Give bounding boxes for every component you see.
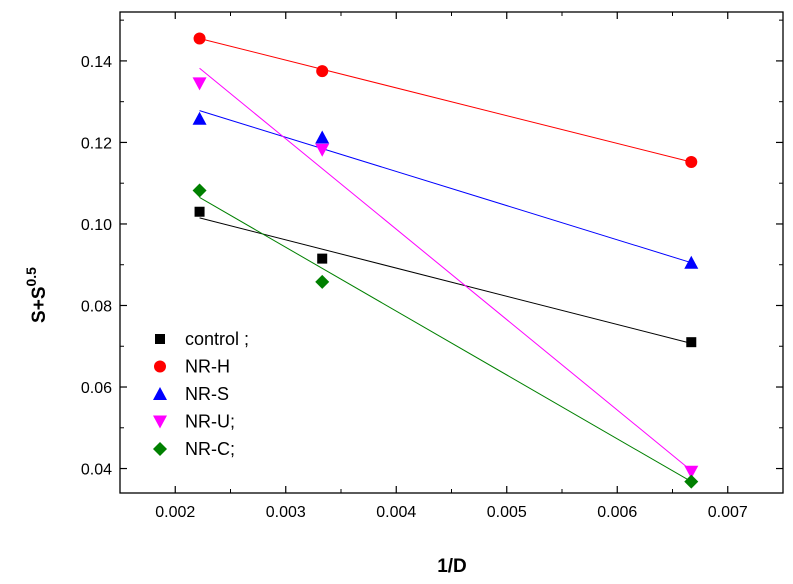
x-tick-label: 0.002 bbox=[155, 504, 195, 521]
legend-marker bbox=[155, 334, 165, 344]
y-tick-label: 0.06 bbox=[81, 380, 112, 397]
x-tick-label: 0.004 bbox=[376, 504, 416, 521]
legend-item: NR-S bbox=[153, 384, 229, 404]
data-point-control bbox=[317, 253, 328, 264]
data-point-nr-c bbox=[192, 183, 207, 198]
legend-item: NR-C; bbox=[153, 439, 235, 459]
legend-item: control ; bbox=[155, 329, 249, 349]
y-axis-title-exponent: 0.5 bbox=[23, 267, 39, 287]
y-axis-title-base: S+S bbox=[29, 287, 50, 323]
data-point-nr-h bbox=[685, 156, 698, 169]
data-point-nr-u bbox=[684, 465, 699, 479]
y-tick-label: 0.04 bbox=[81, 462, 112, 479]
legend-marker bbox=[153, 415, 167, 429]
data-markers bbox=[192, 32, 699, 489]
legend-marker bbox=[153, 442, 167, 456]
axis-ticks: 0.002 0.003 0.004 0.005 0.006 0.007 0.04 0.06 0.… bbox=[81, 12, 784, 521]
y-tick-label: 0.08 bbox=[81, 298, 112, 315]
fit-line-nr-s bbox=[199, 110, 692, 264]
fit-line-nr-h bbox=[199, 38, 692, 163]
legend-marker bbox=[154, 360, 166, 373]
legend-label: control ; bbox=[185, 329, 249, 349]
x-axis-title: 1/D bbox=[437, 556, 467, 577]
data-point-nr-s bbox=[192, 111, 207, 125]
y-tick-label: 0.14 bbox=[81, 54, 112, 71]
y-tick-label: 0.12 bbox=[81, 135, 112, 152]
data-point-nr-s bbox=[315, 130, 330, 144]
data-point-nr-u bbox=[315, 143, 330, 157]
data-point-nr-c bbox=[315, 274, 330, 289]
data-point-control bbox=[686, 337, 697, 348]
x-tick-label: 0.006 bbox=[597, 504, 637, 521]
data-point-nr-u bbox=[192, 77, 207, 91]
fit-lines bbox=[199, 38, 692, 483]
legend-item: NR-U; bbox=[153, 412, 235, 432]
legend-marker bbox=[153, 387, 167, 400]
legend-label: NR-U; bbox=[185, 412, 235, 432]
legend-label: NR-C; bbox=[185, 439, 235, 459]
y-tick-label: 0.10 bbox=[81, 217, 112, 234]
data-point-nr-h bbox=[316, 65, 329, 78]
data-point-control bbox=[194, 206, 205, 217]
fit-line-nr-u bbox=[199, 67, 692, 471]
x-tick-label: 0.003 bbox=[266, 504, 306, 521]
legend-label: NR-H bbox=[185, 357, 230, 377]
legend-label: NR-S bbox=[185, 384, 229, 404]
y-axis-title: S+S0.5 bbox=[23, 267, 50, 323]
fit-line-nr-c bbox=[199, 197, 692, 483]
x-tick-label: 0.005 bbox=[487, 504, 527, 521]
data-point-nr-h bbox=[193, 32, 206, 45]
legend-item: NR-H bbox=[154, 357, 230, 377]
x-tick-label: 0.007 bbox=[708, 504, 748, 521]
legend: control ; NR-H NR-S NR-U; NR-C; bbox=[153, 329, 249, 459]
data-point-nr-c bbox=[684, 474, 699, 489]
data-point-nr-s bbox=[684, 255, 699, 269]
fit-line-control bbox=[199, 217, 692, 344]
